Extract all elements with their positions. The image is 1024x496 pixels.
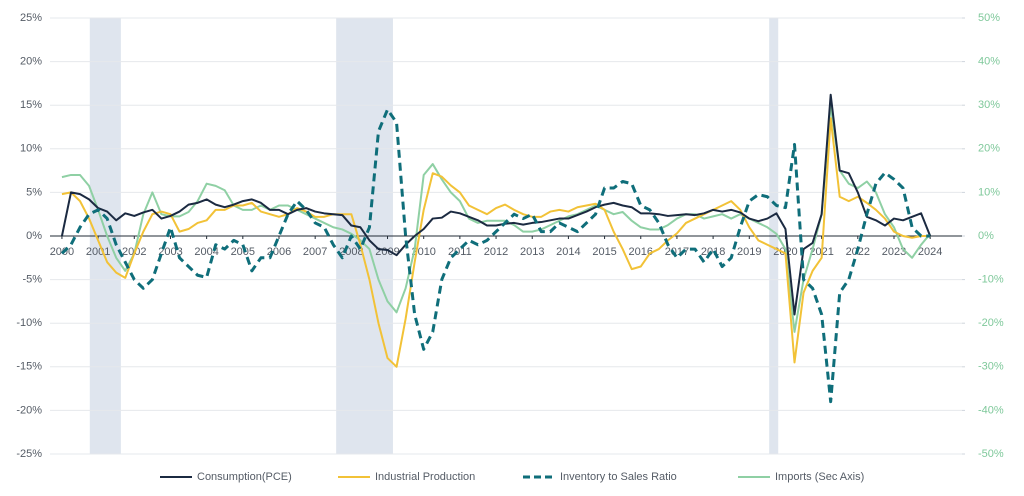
series-line: [60, 108, 931, 404]
y2-tick-label: 10%: [978, 186, 1000, 198]
y-tick-label: -15%: [16, 361, 42, 373]
y2-tick-label: -20%: [978, 317, 1004, 329]
legend-label: Consumption(PCE): [197, 471, 292, 483]
y2-tick-label: 0%: [978, 230, 994, 242]
x-tick-label: 2005: [231, 246, 255, 258]
y2-tick-label: 20%: [978, 143, 1000, 155]
x-tick-label: 2007: [303, 246, 327, 258]
y2-tick-label: -30%: [978, 361, 1004, 373]
legend: Consumption(PCE) Industrial Production Inv…: [160, 471, 864, 483]
x-tick-label: 2016: [629, 246, 653, 258]
series-line: [61, 104, 931, 333]
series-line: [60, 93, 932, 316]
x-tick-label: 2023: [882, 246, 906, 258]
y2-tick-label: -40%: [978, 404, 1004, 416]
legend-label: Imports (Sec Axis): [775, 471, 864, 483]
y2-tick-label: -50%: [978, 448, 1004, 460]
y-tick-label: -5%: [22, 274, 42, 286]
y-tick-label: -10%: [16, 317, 42, 329]
x-tick-label: 2013: [520, 246, 544, 258]
y2-tick-label: 30%: [978, 99, 1000, 111]
y-tick-label: 20%: [20, 56, 42, 68]
x-tick-label: 2015: [592, 246, 616, 258]
x-tick-label: 2009: [375, 246, 399, 258]
x-tick-label: 2004: [194, 246, 218, 258]
legend-label: Industrial Production: [375, 471, 475, 483]
x-tick-label: 2017: [665, 246, 689, 258]
y2-tick-label: -10%: [978, 274, 1004, 286]
legend-label: Inventory to Sales Ratio: [560, 471, 677, 483]
x-tick-label: 2019: [737, 246, 761, 258]
y-tick-label: -20%: [16, 404, 42, 416]
y-tick-label: 10%: [20, 143, 42, 155]
x-tick-label: 2012: [484, 246, 508, 258]
y-tick-label: 5%: [26, 186, 42, 198]
x-tick-label: 2001: [86, 246, 110, 258]
y-tick-label: 0%: [26, 230, 42, 242]
x-tick-label: 2014: [556, 246, 580, 258]
y-tick-label: 15%: [20, 99, 42, 111]
y2-tick-label: 50%: [978, 12, 1000, 24]
x-tick-label: 2024: [918, 246, 942, 258]
x-tick-label: 2006: [267, 246, 291, 258]
y-tick-label: -25%: [16, 448, 42, 460]
y2-tick-label: 40%: [978, 56, 1000, 68]
series-line: [61, 117, 931, 368]
y-tick-label: 25%: [20, 12, 42, 24]
